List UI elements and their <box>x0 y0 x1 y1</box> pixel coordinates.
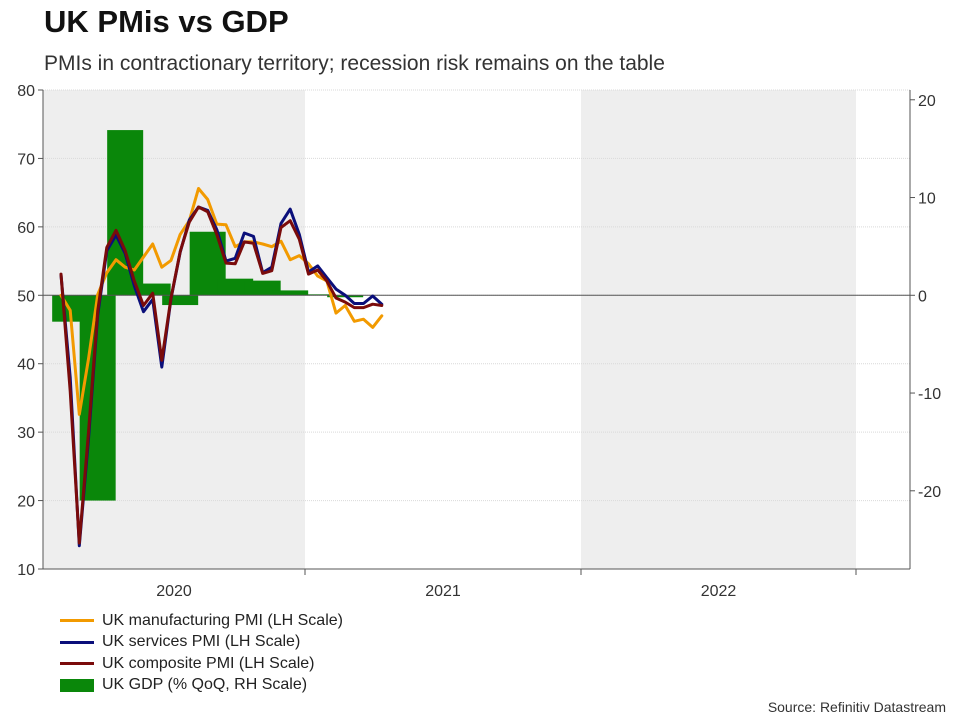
legend-item-composite: UK composite PMI (LH Scale) <box>60 653 343 675</box>
left-tick-label-50: 50 <box>17 288 35 305</box>
left-tick-label-80: 80 <box>17 83 35 100</box>
x-tick-label-2020: 2020 <box>156 583 192 600</box>
right-tick-label--10: -10 <box>918 386 941 403</box>
left-tick-label-30: 30 <box>17 425 35 442</box>
right-tick-label-20: 20 <box>918 93 936 110</box>
chart-legend: UK manufacturing PMI (LH Scale) UK servi… <box>60 610 343 696</box>
source-note: Source: Refinitiv Datastream <box>767 699 946 715</box>
left-tick-label-10: 10 <box>17 562 35 579</box>
right-tick-label-10: 10 <box>918 191 936 208</box>
legend-item-gdp: UK GDP (% QoQ, RH Scale) <box>60 675 343 697</box>
legend-swatch-composite <box>60 662 94 666</box>
legend-item-services: UK services PMI (LH Scale) <box>60 632 343 654</box>
legend-item-manufacturing: UK manufacturing PMI (LH Scale) <box>60 610 343 632</box>
legend-label-gdp: UK GDP (% QoQ, RH Scale) <box>102 676 308 694</box>
right-tick-label-0: 0 <box>918 288 927 305</box>
left-tick-label-20: 20 <box>17 494 35 511</box>
gdp-bar-2020Q4 <box>134 283 171 296</box>
right-tick-label--20: -20 <box>918 484 941 501</box>
chart-title: UK PMis vs GDP <box>44 4 289 39</box>
gdp-bar-2021Q3 <box>217 278 254 296</box>
legend-swatch-gdp <box>60 678 94 692</box>
gdp-bar-2021Q1 <box>162 295 199 306</box>
x-tick-label-2022: 2022 <box>701 583 737 600</box>
left-tick-label-70: 70 <box>17 151 35 168</box>
shaded-year-2022 <box>581 90 856 569</box>
gdp-bar-2020Q3 <box>107 130 144 296</box>
x-tick-label-2021: 2021 <box>425 583 461 600</box>
left-tick-label-60: 60 <box>17 220 35 237</box>
legend-swatch-services <box>60 640 94 644</box>
legend-swatch-manufacturing <box>60 619 94 623</box>
legend-label-manufacturing: UK manufacturing PMI (LH Scale) <box>102 611 343 629</box>
gdp-bar-2022Q1 <box>272 290 309 296</box>
gdp-bar-2021Q4 <box>244 280 281 296</box>
legend-label-services: UK services PMI (LH Scale) <box>102 633 301 651</box>
legend-label-composite: UK composite PMI (LH Scale) <box>102 654 315 672</box>
left-tick-label-40: 40 <box>17 357 35 374</box>
chart-subtitle: PMIs in contractionary territory; recess… <box>44 52 665 75</box>
series-line-composite <box>59 205 384 545</box>
